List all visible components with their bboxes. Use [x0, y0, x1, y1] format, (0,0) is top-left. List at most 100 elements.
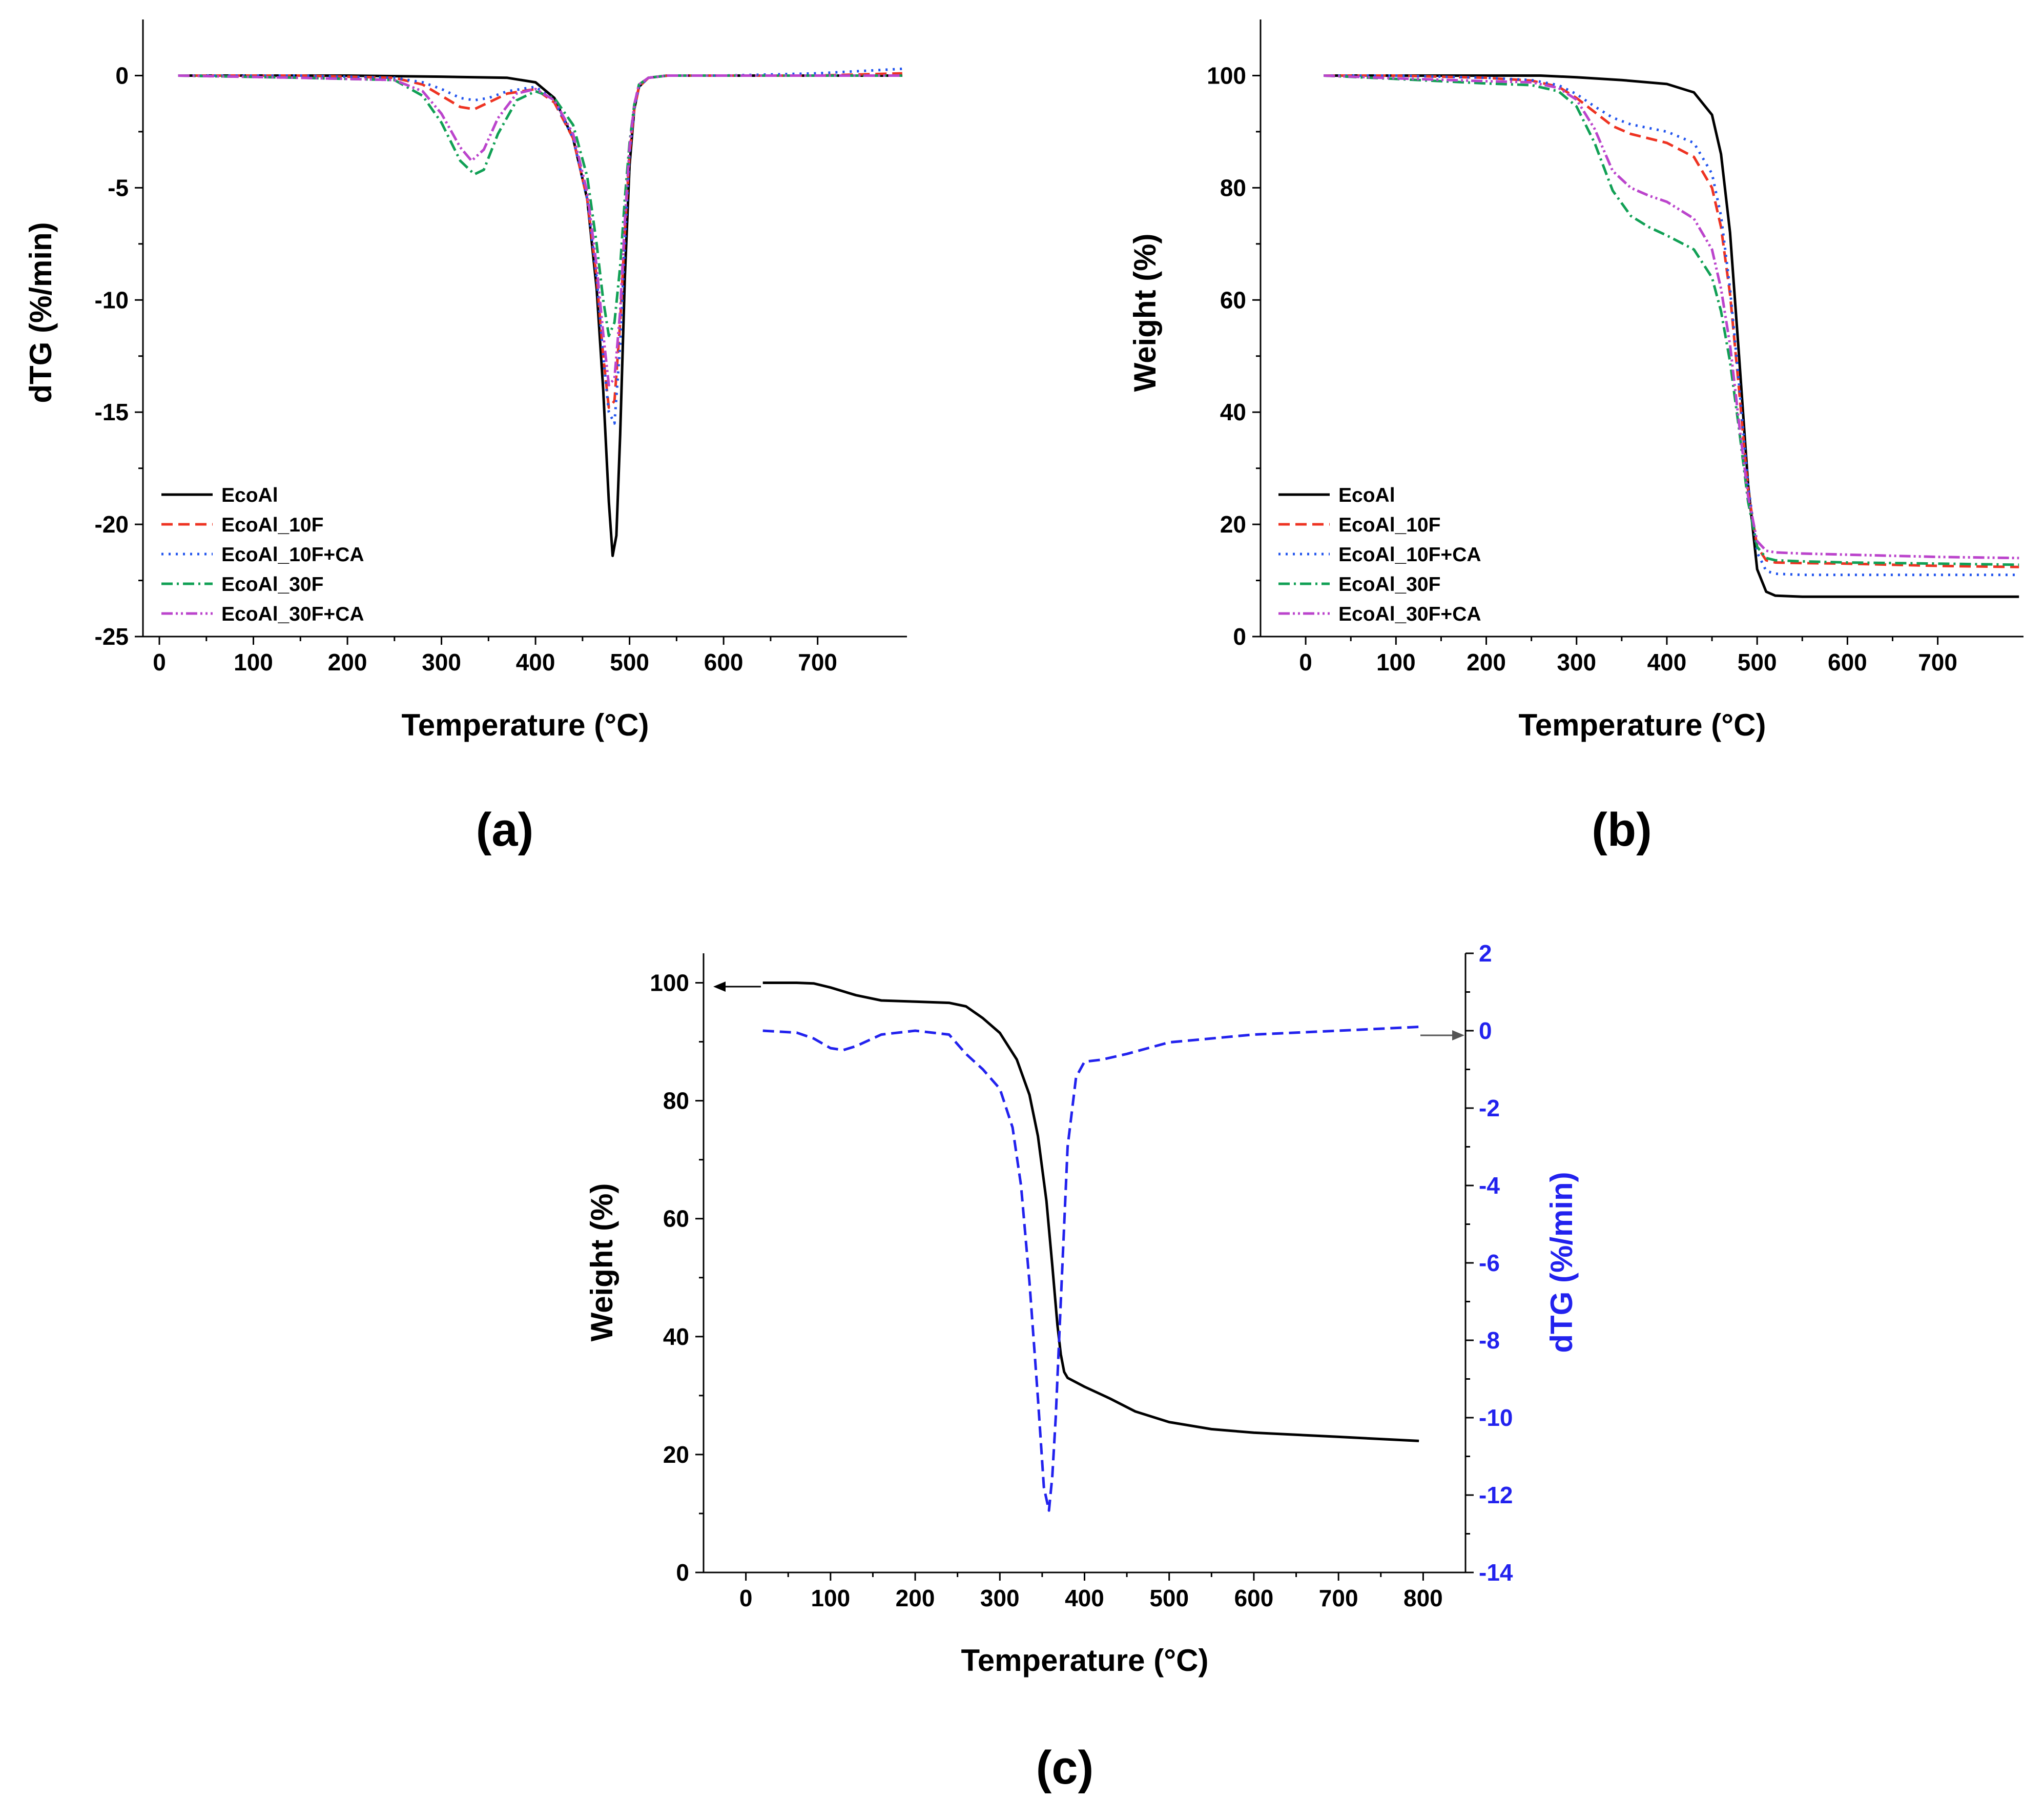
- x-tick-label: 600: [704, 649, 744, 676]
- series-line-ecoal-10f-ca: [178, 67, 902, 425]
- y-tick-label: 20: [663, 1441, 689, 1468]
- y-tick-label: 0: [1233, 623, 1246, 650]
- x-tick-label: 400: [516, 649, 555, 676]
- x-tick-label: 200: [328, 649, 367, 676]
- y-tick-label: 60: [663, 1205, 689, 1232]
- panel-c: 0 100 200 300 400 500 600 700 80002040608010020-…: [585, 940, 1579, 1794]
- x-tick-label: 200: [1467, 649, 1506, 676]
- legend-label: EcoAl_10F+CA: [221, 544, 364, 566]
- panel-c-y-axis-title-right: dTG (%/min): [1544, 1172, 1579, 1353]
- panel-b-legend: EcoAl EcoAl_10F EcoAl_10F+CA EcoAl_30F E…: [1278, 484, 1481, 625]
- y-tick-label: -20: [95, 511, 129, 538]
- y-tick-label: 0: [676, 1559, 689, 1586]
- panel-a-label: (a): [476, 804, 533, 856]
- y-tick-label: -25: [95, 623, 129, 650]
- x-tick-label: 400: [1065, 1585, 1104, 1611]
- y-tick-label: 0: [115, 62, 129, 89]
- legend-label: EcoAl_30F: [221, 574, 323, 596]
- panel-c-series-lines: [762, 982, 1419, 1512]
- legend-item: EcoAl_10F+CA: [161, 544, 364, 566]
- x-tick-label: 600: [1234, 1585, 1274, 1611]
- x-tick-label: 400: [1647, 649, 1687, 676]
- legend-item: EcoAl_30F: [161, 574, 323, 596]
- y-tick-label: 100: [650, 970, 689, 996]
- panel-a-ticks: 0 100 200 300 400 500 600 700 0 -5 -10 -15 -20 -25: [95, 62, 838, 676]
- x-tick-label: 300: [422, 649, 461, 676]
- x-tick-label: 0: [1299, 649, 1312, 676]
- panel-b-ticks: 0 100 200 300 400 500 600 700 0 20 40 60 80 100: [1207, 62, 1957, 676]
- panel-b-series-lines: [1324, 74, 2019, 598]
- x-tick-label: 100: [1376, 649, 1416, 676]
- series-line-ecoal-30f-ca: [178, 74, 902, 387]
- x-tick-label: 700: [1319, 1585, 1358, 1611]
- panel-c-ticks: 0 100 200 300 400 500 600 700 80002040608010020-…: [650, 940, 1513, 1611]
- right-arrow-icon: [1420, 1030, 1464, 1040]
- legend-item: EcoAl_30F+CA: [1278, 603, 1481, 625]
- legend-item: EcoAl: [161, 484, 278, 506]
- x-tick-label: 300: [980, 1585, 1020, 1611]
- y-tick-label: 60: [1220, 287, 1246, 313]
- left-arrow-icon: [713, 982, 761, 992]
- y2-tick-label: -2: [1479, 1095, 1500, 1121]
- x-tick-label: 500: [1149, 1585, 1189, 1611]
- x-tick-label: 800: [1403, 1585, 1443, 1611]
- legend-item: EcoAl_10F: [1278, 514, 1440, 536]
- y-tick-label: 100: [1207, 62, 1246, 89]
- x-tick-label: 200: [896, 1585, 935, 1611]
- legend-label: EcoAl: [1338, 484, 1395, 506]
- panel-a: 0 100 200 300 400 500 600 700 0 -5 -10 -15 -20 -25 Te…: [24, 19, 907, 856]
- panel-a-series-lines: [178, 67, 902, 557]
- series-line-ecoal-30f: [1324, 74, 2019, 566]
- x-tick-label: 500: [1738, 649, 1777, 676]
- panel-c-y-axis-title-left: Weight (%): [585, 1183, 619, 1342]
- x-tick-label: 100: [811, 1585, 850, 1611]
- y-tick-label: 80: [1220, 174, 1246, 201]
- panel-c-label: (c): [1036, 1742, 1093, 1794]
- series-line-ecoal-10f-ca: [1324, 74, 2019, 577]
- y2-tick-label: -4: [1479, 1172, 1500, 1199]
- y2-tick-label: -14: [1479, 1559, 1513, 1586]
- x-tick-label: 0: [739, 1585, 753, 1611]
- panel-b-x-axis-title: Temperature (°C): [1519, 708, 1766, 742]
- legend-label: EcoAl_30F: [1338, 574, 1440, 596]
- legend-item: EcoAl_30F: [1278, 574, 1440, 596]
- y2-tick-label: -10: [1479, 1404, 1513, 1431]
- series-line-dtg: [762, 1026, 1419, 1512]
- legend-label: EcoAl_10F+CA: [1338, 544, 1481, 566]
- x-tick-label: 600: [1828, 649, 1867, 676]
- y2-tick-label: 0: [1479, 1017, 1492, 1044]
- series-line-ecoal: [1324, 74, 2019, 598]
- x-tick-label: 500: [610, 649, 649, 676]
- x-tick-label: 300: [1557, 649, 1596, 676]
- y-tick-label: -15: [95, 399, 129, 425]
- y-tick-label: 80: [663, 1088, 689, 1114]
- y2-tick-label: 2: [1479, 940, 1492, 967]
- series-line-ecoal-10f: [1324, 74, 2019, 568]
- x-tick-label: 700: [798, 649, 837, 676]
- legend-item: EcoAl_30F+CA: [161, 603, 364, 625]
- legend-label: EcoAl_30F+CA: [1338, 603, 1481, 625]
- legend-label: EcoAl_30F+CA: [221, 603, 364, 625]
- x-tick-label: 0: [153, 649, 166, 676]
- series-line-weight: [762, 982, 1419, 1442]
- y2-tick-label: -12: [1479, 1482, 1513, 1508]
- panel-a-legend: EcoAl EcoAl_10F EcoAl_10F+CA EcoAl_30F E…: [161, 484, 364, 625]
- x-tick-label: 100: [234, 649, 273, 676]
- legend-label: EcoAl_10F: [1338, 514, 1440, 536]
- series-line-ecoal: [178, 74, 902, 557]
- y2-tick-label: -8: [1479, 1327, 1500, 1354]
- series-line-ecoal-10f: [178, 72, 902, 409]
- y-tick-label: 20: [1220, 511, 1246, 538]
- panel-a-x-axis-title: Temperature (°C): [402, 708, 649, 742]
- legend-label: EcoAl_10F: [221, 514, 323, 536]
- y-tick-label: -10: [95, 287, 129, 313]
- x-tick-label: 700: [1918, 649, 1957, 676]
- panel-c-x-axis-title: Temperature (°C): [961, 1643, 1209, 1678]
- y-tick-label: 40: [1220, 399, 1246, 425]
- panel-b-y-axis-title: Weight (%): [1128, 234, 1162, 392]
- panel-b: 0 100 200 300 400 500 600 700 0 20 40 60 80 100 Tempe…: [1128, 19, 2024, 856]
- y-tick-label: -5: [108, 174, 129, 201]
- y2-tick-label: -6: [1479, 1250, 1500, 1276]
- y-tick-label: 40: [663, 1323, 689, 1350]
